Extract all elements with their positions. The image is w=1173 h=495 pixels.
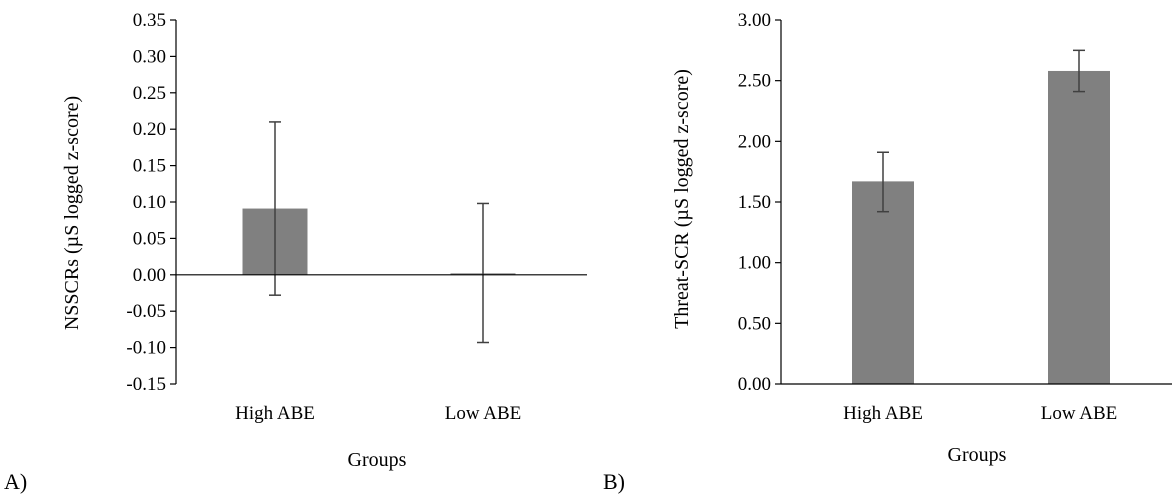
y-tick-label: 0.30 (133, 46, 166, 67)
axes-b (775, 19, 1172, 385)
y-tick-label: 3.00 (738, 10, 771, 31)
y-tick-labels-b: 0.00 0.50 1.00 1.50 2.00 2.50 3.00 (738, 10, 771, 395)
bar-low-abe (1048, 70, 1110, 385)
axes-a (170, 19, 587, 385)
y-tick-label: 0.20 (133, 119, 166, 140)
error-bar-low-abe (477, 202, 489, 344)
y-tick-label: 0.35 (133, 10, 166, 31)
y-tick-label: -0.05 (126, 301, 166, 322)
error-bars-a (269, 121, 489, 344)
y-tick-label: 2.50 (738, 71, 771, 92)
y-axis-title-b: Threat-SCR (µS logged z-score) (671, 69, 693, 329)
panel-label-b: B) (603, 469, 625, 494)
y-tick-label: 0.05 (133, 228, 166, 249)
y-tick-label: 0.25 (133, 83, 166, 104)
y-tick-label: 0.00 (738, 374, 771, 395)
y-tick-label: -0.10 (126, 338, 166, 359)
y-tick-label: -0.15 (126, 374, 166, 395)
y-tick-label: 2.00 (738, 131, 771, 152)
y-tick-label: 1.00 (738, 253, 771, 274)
x-tick-label: Low ABE (1041, 403, 1118, 424)
x-tick-label: Low ABE (445, 403, 522, 424)
x-tick-labels-a: High ABE Low ABE (235, 403, 521, 424)
error-bar-high-abe (269, 121, 281, 296)
y-tick-label: 0.50 (738, 313, 771, 334)
y-tick-label: 0.10 (133, 192, 166, 213)
y-tick-label: 0.15 (133, 156, 166, 177)
bar-high-abe (852, 181, 914, 384)
error-bars-b (877, 49, 1085, 213)
x-axis-title-b: Groups (948, 444, 1007, 466)
error-bar-low-abe (1073, 49, 1085, 93)
y-tick-label: 0.00 (133, 265, 166, 286)
y-tick-labels-a: -0.15 -0.10 -0.05 0.00 0.05 0.10 0.15 0.20 0.25 0… (126, 10, 166, 395)
chart-panel-a: -0.15 -0.10 -0.05 0.00 0.05 0.10 0.15 0.20 0.25 0… (4, 10, 587, 494)
bar-series-a (242, 208, 516, 275)
bar-series-b (852, 70, 1110, 385)
x-axis-title-a: Groups (348, 449, 407, 471)
x-tick-labels-b: High ABE Low ABE (843, 403, 1117, 424)
x-tick-label: High ABE (843, 403, 923, 424)
x-tick-label: High ABE (235, 403, 315, 424)
error-bar-high-abe (877, 151, 889, 213)
y-axis-title-a: NSSCRs (µS logged z-score) (61, 96, 83, 330)
y-tick-label: 1.50 (738, 192, 771, 213)
panel-label-a: A) (4, 469, 27, 494)
chart-panel-b: 0.00 0.50 1.00 1.50 2.00 2.50 3.00 High ABE Low… (603, 10, 1172, 494)
